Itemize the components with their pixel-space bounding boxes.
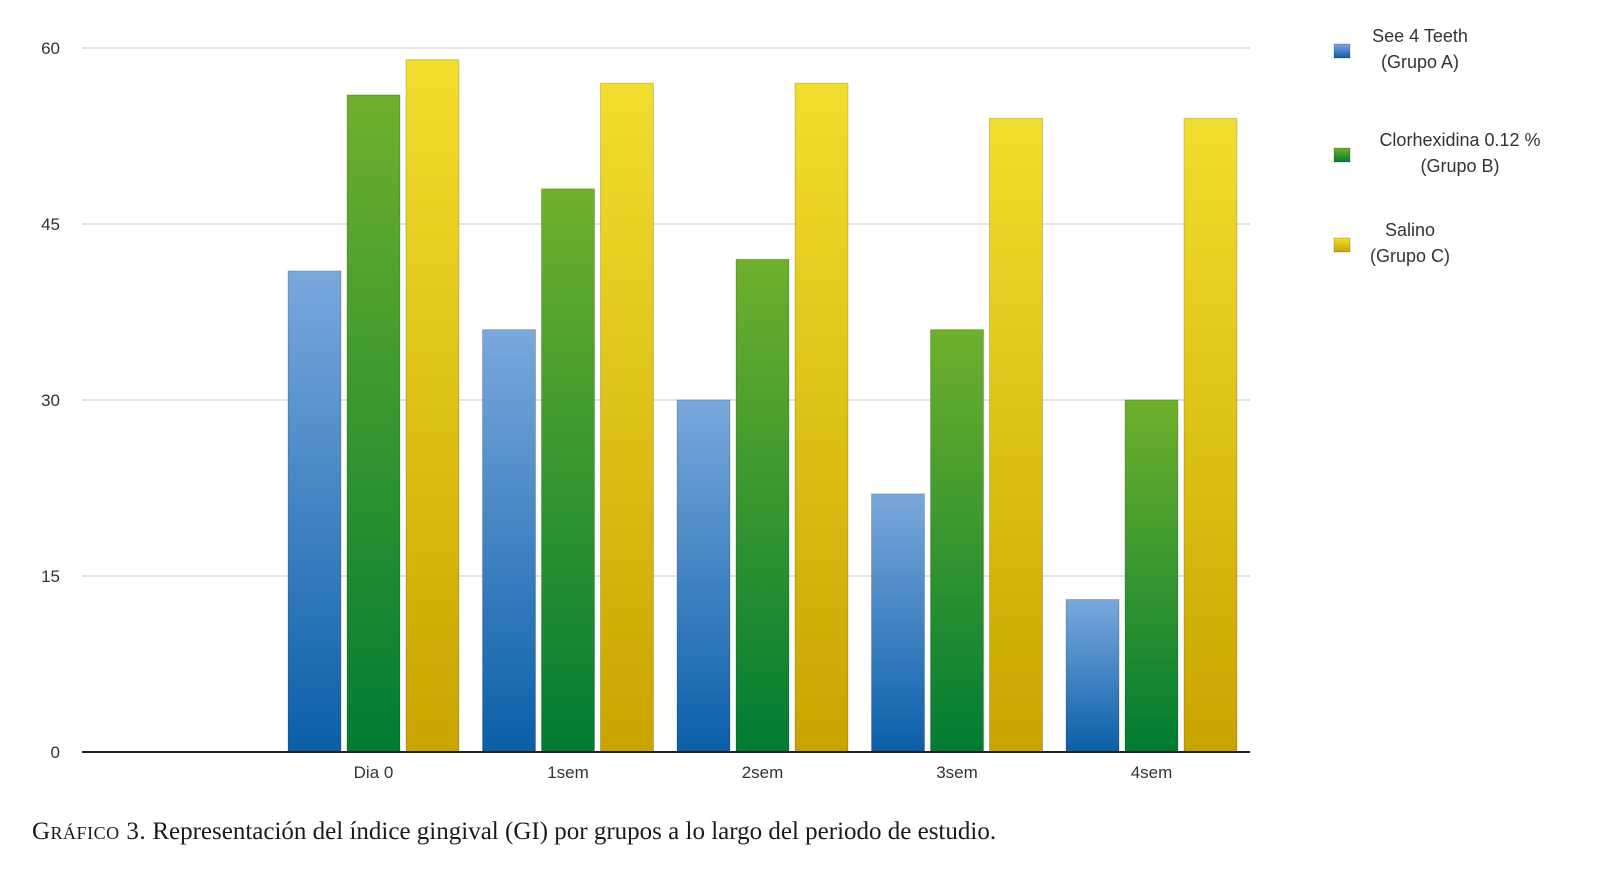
legend: See 4 Teeth (Grupo A) Clorhexidina 0.12 % (… xyxy=(1333,26,1541,266)
bar-grupo-c xyxy=(989,117,1043,753)
bar-grupo-b xyxy=(346,94,401,753)
bar-chart: 0 15 30 45 60 Dia 0 1sem 2sem 3sem 4sem See 4 Te… xyxy=(41,26,1541,782)
y-tick-label: 15 xyxy=(41,567,60,586)
y-tick-label: 30 xyxy=(41,391,60,410)
bar-grupo-c xyxy=(794,82,849,753)
grid-lines xyxy=(82,47,1250,577)
bar-grupo-c xyxy=(600,82,654,753)
caption-lead: Gráfico 3. xyxy=(32,818,147,845)
y-axis-ticks: 0 15 30 45 60 xyxy=(41,39,60,762)
x-axis-ticks: Dia 0 1sem 2sem 3sem 4sem xyxy=(354,763,1173,782)
bar-grupo-a xyxy=(871,493,925,753)
bar-grupo-b xyxy=(1124,399,1179,753)
bar-grupo-a xyxy=(482,329,536,753)
x-tick-label: 1sem xyxy=(547,763,589,782)
y-tick-label: 0 xyxy=(51,743,60,762)
x-tick-label: Dia 0 xyxy=(354,763,394,782)
legend-label: Clorhexidina 0.12 % xyxy=(1379,130,1540,150)
x-tick-label: 4sem xyxy=(1131,763,1173,782)
legend-label: (Grupo C) xyxy=(1370,246,1450,266)
bars xyxy=(287,59,1238,753)
legend-swatch xyxy=(1333,147,1351,163)
bar-grupo-b xyxy=(930,329,984,753)
legend-label: Salino xyxy=(1385,220,1435,240)
legend-label: See 4 Teeth xyxy=(1372,26,1468,46)
bar-grupo-a xyxy=(1065,598,1120,753)
x-tick-label: 3sem xyxy=(936,763,978,782)
bar-grupo-c xyxy=(1183,117,1238,753)
legend-swatch xyxy=(1333,237,1351,253)
y-tick-label: 60 xyxy=(41,39,60,58)
figure-caption: Gráfico 3. Representación del índice gin… xyxy=(32,818,996,846)
bar-grupo-a xyxy=(287,270,342,753)
bar-grupo-b xyxy=(735,258,790,753)
bar-grupo-b xyxy=(541,188,595,753)
y-tick-label: 45 xyxy=(41,215,60,234)
bar-grupo-c xyxy=(405,59,460,753)
x-tick-label: 2sem xyxy=(742,763,784,782)
caption-text: Representación del índice gingival (GI) … xyxy=(146,818,997,845)
legend-label: (Grupo B) xyxy=(1420,156,1499,176)
legend-label: (Grupo A) xyxy=(1381,52,1459,72)
legend-swatch xyxy=(1333,43,1351,59)
bar-grupo-a xyxy=(676,399,731,753)
